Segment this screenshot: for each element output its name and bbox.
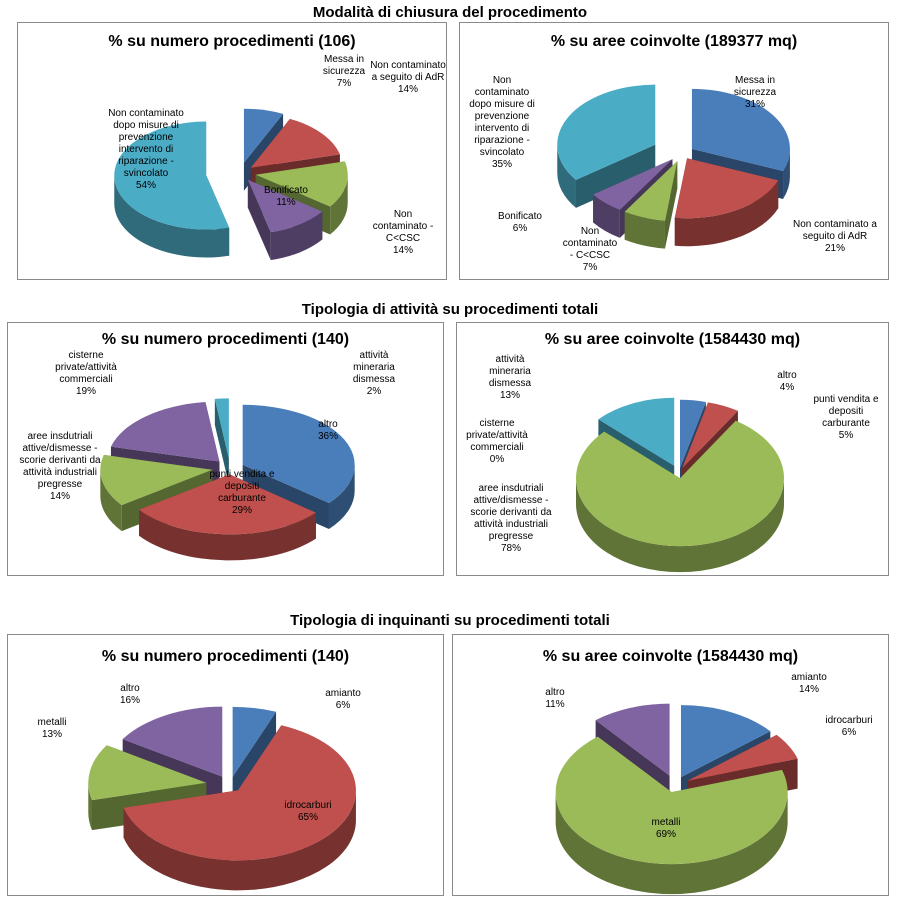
chart-panel-attivita-numero: % su numero procedimenti (140) altro 36% … — [7, 322, 444, 576]
slice-label: attività mineraria dismessa 13% — [488, 354, 532, 401]
slice-label: aree insdutriali attive/dismesse - scori… — [19, 431, 101, 502]
pie-slice-1-1 — [674, 158, 779, 247]
pie-slice-1-2 — [624, 161, 678, 249]
slice-label: altro 11% — [545, 687, 565, 710]
slice-label: altro 36% — [317, 419, 338, 442]
slice-label: Non contaminato - C<CSC 7% — [562, 226, 618, 273]
chart-title: % su aree coinvolte (1584430 mq) — [542, 648, 799, 665]
chart-panel-chiusura-aree: % su aree coinvolte (189377 mq) Messa in… — [459, 22, 889, 280]
pie-slice-1-4 — [557, 84, 656, 208]
slice-label: attività mineraria dismessa 2% — [352, 350, 396, 397]
section-title-inquinanti: Tipologia di inquinanti su procedimenti … — [290, 612, 610, 629]
chart-panel-chiusura-numero: % su numero procedimenti (106) Messa in … — [17, 22, 447, 280]
slice-label: Bonificato 6% — [498, 211, 542, 234]
slice-label: amianto 6% — [325, 688, 361, 711]
pie-chart — [100, 398, 355, 561]
chart-panel-inquinanti-aree: % su aree coinvolte (1584430 mq) amianto… — [452, 634, 889, 896]
slice-label: altro 4% — [777, 370, 797, 393]
chart-title: % su numero procedimenti (140) — [101, 648, 350, 665]
slice-label: altro 16% — [119, 683, 140, 706]
slice-label: idrocarburi 6% — [825, 715, 873, 738]
slice-label: aree insdutriali attive/dismesse - scori… — [470, 483, 552, 554]
chart-title: % su numero procedimenti (106) — [108, 33, 356, 50]
pie-slice-0-3 — [247, 179, 323, 261]
pie-chart — [557, 84, 790, 249]
slice-label: Bonificato 11% — [264, 185, 308, 208]
pie-slice-0-4 — [114, 121, 230, 258]
chart-title: % su aree coinvolte (189377 mq) — [550, 33, 798, 50]
pie-chart — [576, 397, 785, 573]
slice-label: cisterne private/attività commerciali 0% — [466, 418, 528, 465]
pie-slice-4-1 — [123, 725, 356, 891]
pie-slice-2-4 — [214, 398, 229, 485]
chart-title: % su aree coinvolte (1584430 mq) — [544, 331, 801, 348]
pie-slice-5-2 — [555, 736, 788, 895]
slice-label: Messa in sicurezza 31% — [733, 75, 777, 110]
slice-label: Messa in sicurezza 7% — [322, 54, 366, 89]
chart-panel-attivita-aree: % su aree coinvolte (1584430 mq) altro 4%… — [456, 322, 889, 576]
slice-label: Non contaminato a seguito di AdR 21% — [793, 219, 877, 254]
slice-label: punti vendita e depositi carburante 5% — [813, 394, 879, 441]
slice-label: Non contaminato dopo misure di prevenzio… — [469, 75, 535, 170]
pie-chart — [555, 703, 798, 895]
pie-chart — [114, 108, 348, 261]
slice-label: Non contaminato - C<CSC 14% — [372, 209, 434, 256]
chart-title: % su numero procedimenti (140) — [101, 331, 350, 348]
slice-label: punti vendita e depositi carburante 29% — [209, 469, 275, 516]
slice-label: metalli 69% — [651, 817, 681, 840]
section-title-chiusura: Modalità di chiusura del procedimento — [312, 4, 588, 21]
slice-label: cisterne private/attività commerciali 19% — [55, 350, 117, 397]
slice-label: Non contaminato a seguito di AdR 14% — [370, 60, 446, 95]
slice-label: Non contaminato dopo misure di prevenzio… — [108, 108, 184, 191]
chart-panel-inquinanti-numero: % su numero procedimenti (140) amianto 6%… — [7, 634, 444, 896]
pie-chart — [88, 706, 356, 891]
slice-label: idrocarburi 65% — [284, 800, 332, 823]
slice-label: metalli 13% — [37, 717, 67, 740]
slice-label: amianto 14% — [791, 672, 827, 695]
section-title-attivita: Tipologia di attività su procedimenti to… — [301, 301, 599, 318]
pie-slice-3-2 — [576, 420, 785, 573]
pie-slice-2-1 — [139, 474, 316, 561]
